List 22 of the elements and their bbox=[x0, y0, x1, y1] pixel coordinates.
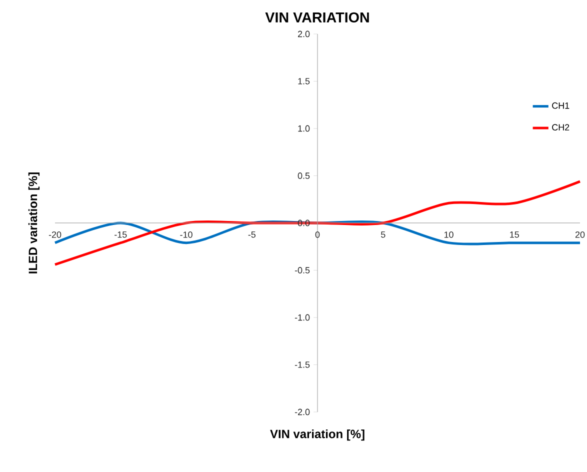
x-axis-title: VIN variation [%] bbox=[270, 429, 364, 441]
legend-label: CH2 bbox=[552, 124, 570, 130]
x-tick-label: 0 bbox=[315, 231, 320, 238]
x-tick-label: -5 bbox=[248, 231, 256, 238]
y-tick-label: -2.0 bbox=[294, 408, 310, 416]
x-tick-label: -15 bbox=[114, 231, 127, 238]
y-axis-title: ILED variation [%] bbox=[28, 172, 40, 274]
y-tick-label: -1.5 bbox=[294, 362, 310, 368]
x-tick-label: -20 bbox=[48, 231, 62, 238]
y-tick-label: 2.0 bbox=[298, 30, 310, 38]
x-tick-label: 15 bbox=[510, 231, 519, 238]
y-tick-label: -0.5 bbox=[294, 267, 310, 274]
y-tick-label: -1.0 bbox=[294, 314, 310, 321]
x-tick-label: 5 bbox=[380, 231, 386, 238]
chart-title: VIN VARIATION bbox=[265, 12, 369, 22]
x-tick-label: 10 bbox=[444, 231, 454, 238]
y-tick-label: 1.5 bbox=[298, 78, 310, 84]
y-tick-label: 1.0 bbox=[298, 125, 310, 132]
legend-label: CH1 bbox=[552, 102, 570, 109]
x-tick-label: 20 bbox=[575, 231, 585, 238]
y-tick-label: 0.5 bbox=[298, 172, 310, 179]
x-tick-label: -10 bbox=[180, 231, 192, 238]
